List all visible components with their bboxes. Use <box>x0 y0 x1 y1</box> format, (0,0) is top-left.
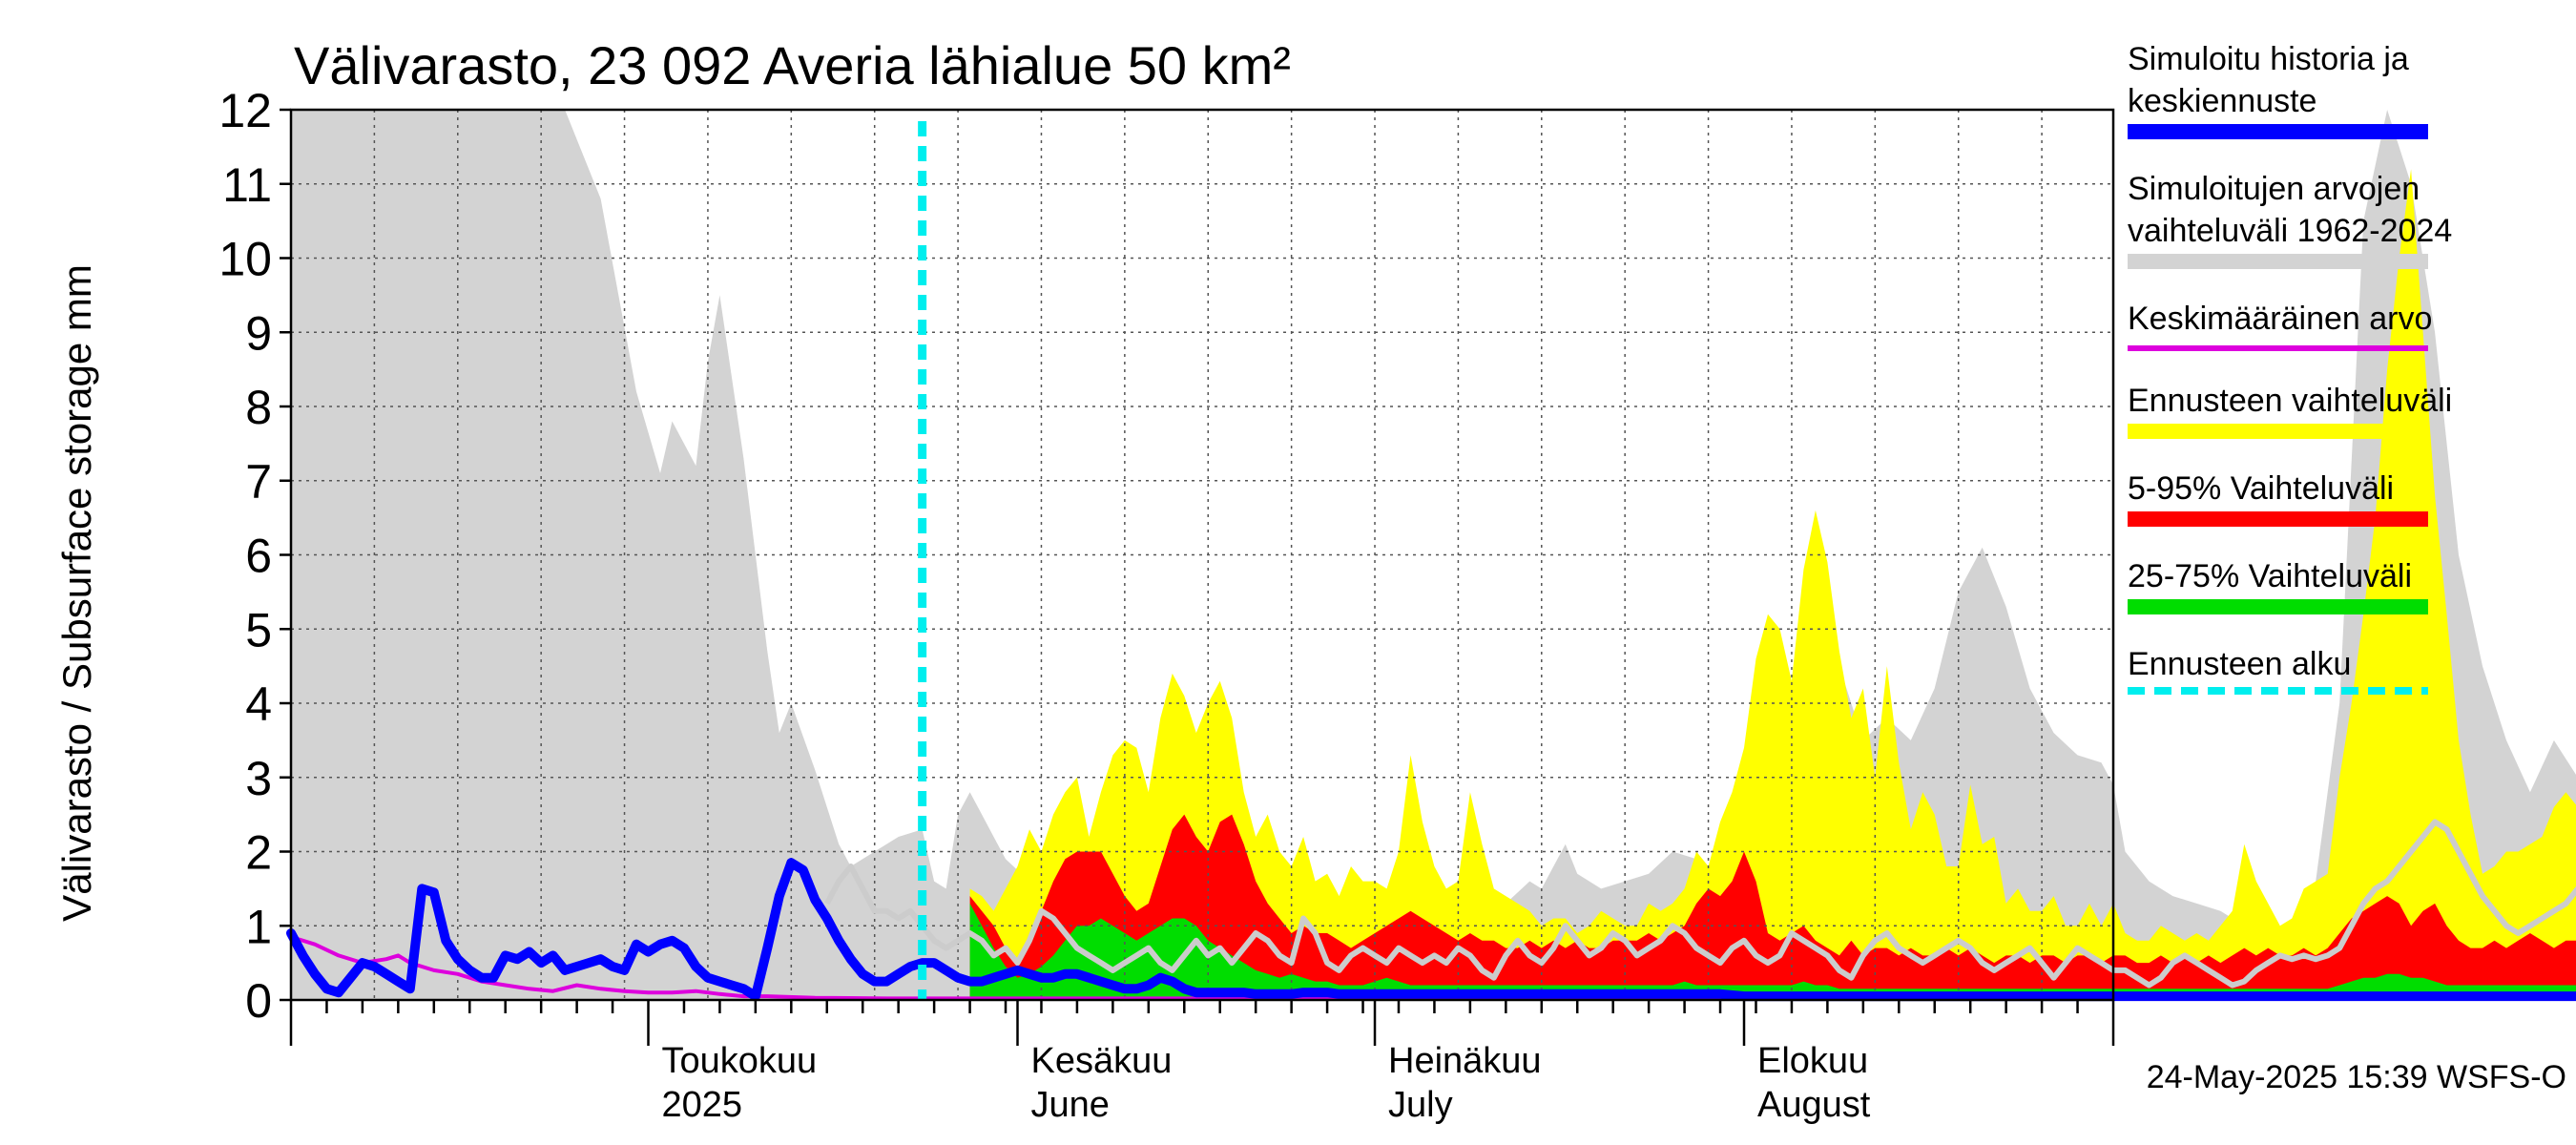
x-month-label-en: August <box>1757 1085 1871 1125</box>
legend-item-simulated: Simuloitu historia ja keskiennuste <box>2128 38 2547 139</box>
y-tick-label: 11 <box>222 158 272 212</box>
series-grey-trace <box>824 819 2576 989</box>
legend-item-hist-range: Simuloitujen arvojen vaihteluväli 1962-2… <box>2128 168 2547 269</box>
legend-label: Simuloitu historia ja keskiennuste <box>2128 41 2409 119</box>
legend-label: Keskimääräinen arvo <box>2128 301 2433 337</box>
legend-swatch <box>2128 424 2428 439</box>
legend-item-forecast-range: Ennusteen vaihteluväli <box>2128 380 2547 439</box>
legend-swatch <box>2128 345 2428 351</box>
y-tick-label: 5 <box>245 603 272 656</box>
x-month-label-en: July <box>1388 1085 1453 1125</box>
y-tick-label: 9 <box>245 306 272 360</box>
timestamp: 24-May-2025 15:39 WSFS-O <box>2146 1059 2566 1095</box>
y-axis-label: Välivarasto / Subsurface storage mm <box>54 264 99 922</box>
y-tick-label: 4 <box>245 677 272 731</box>
x-month-label-fi: Toukokuu <box>662 1041 818 1081</box>
y-tick-label: 1 <box>245 900 272 953</box>
x-month-label-fi: Heinäkuu <box>1388 1041 1542 1081</box>
x-month-label-en: 2025 <box>662 1085 743 1125</box>
legend-item-p5-95: 5-95% Vaihteluväli <box>2128 468 2547 527</box>
series-simulated <box>286 858 2576 1002</box>
y-tick-label: 8 <box>245 381 272 434</box>
legend-label: Ennusteen vaihteluväli <box>2128 383 2453 419</box>
legend-label: 5-95% Vaihteluväli <box>2128 470 2395 507</box>
x-month-label-fi: Kesäkuu <box>1031 1041 1173 1081</box>
legend-label: 25-75% Vaihteluväli <box>2128 558 2412 594</box>
y-tick-label: 7 <box>245 455 272 509</box>
y-tick-label: 12 <box>218 84 272 137</box>
x-month-label-fi: Elokuu <box>1757 1041 1868 1081</box>
y-tick-label: 6 <box>245 530 272 583</box>
legend-swatch <box>2128 124 2428 139</box>
y-tick-label: 0 <box>245 974 272 1028</box>
legend: Simuloitu historia ja keskiennuste Simul… <box>2128 38 2547 723</box>
legend-item-mean: Keskimääräinen arvo <box>2128 298 2547 351</box>
x-month-label-en: June <box>1031 1085 1110 1125</box>
legend-item-p25-75: 25-75% Vaihteluväli <box>2128 555 2547 614</box>
legend-label: Simuloitujen arvojen vaihteluväli 1962-2… <box>2128 171 2453 249</box>
series-hist-range <box>291 110 2576 1000</box>
chart-title: Välivarasto, 23 092 Averia lähialue 50 k… <box>294 35 1291 95</box>
y-tick-label: 10 <box>218 233 272 286</box>
legend-label: Ennusteen alku <box>2128 646 2352 682</box>
legend-swatch <box>2128 511 2428 527</box>
legend-swatch <box>2128 687 2428 695</box>
legend-swatch <box>2128 254 2428 269</box>
y-tick-label: 2 <box>245 826 272 880</box>
legend-swatch <box>2128 599 2428 614</box>
y-tick-label: 3 <box>245 752 272 805</box>
legend-item-forecast-start: Ennusteen alku <box>2128 643 2547 695</box>
